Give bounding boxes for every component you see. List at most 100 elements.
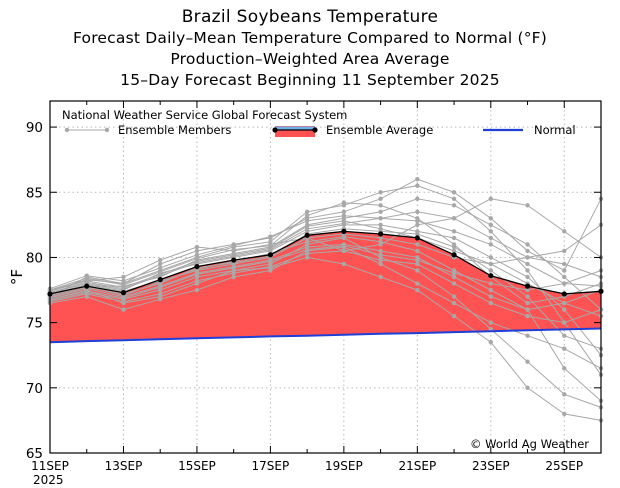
ensemble-member-point-11-13: [525, 261, 530, 267]
ensemble-member-point-10-11: [451, 313, 457, 319]
ensemble-member-point-1-12: [488, 216, 493, 221]
ensemble-member-point-16-9: [378, 239, 383, 244]
ensemble-member-point-13-10: [415, 209, 420, 215]
legend-members-dot-right: [104, 127, 110, 133]
chart-subtitle-2: Production–Weighted Area Average: [170, 50, 450, 68]
y-tick-label-65: 65: [26, 446, 43, 462]
ensemble-average-layer: [47, 228, 604, 297]
ensemble-member-line-13: [49, 211, 602, 294]
ensemble-member-point-5-9: [378, 261, 383, 267]
ensemble-average-point-11: [451, 252, 457, 258]
x-tick-label-13SEP: 13SEP: [105, 459, 143, 473]
ensemble-member-point-1-4: [194, 248, 200, 254]
ensemble-member-point-18-11: [451, 248, 457, 254]
ensemble-member-point-14-4: [194, 278, 200, 284]
ensemble-member-point-13-9: [378, 216, 383, 221]
ensemble-member-17: [47, 243, 604, 302]
ensemble-member-point-18-4: [194, 259, 200, 264]
ensemble-member-point-6-9: [378, 209, 383, 215]
ensemble-member-line-5: [49, 246, 602, 369]
ensemble-member-point-6-11: [451, 203, 457, 208]
ensemble-member-point-15-10: [415, 216, 420, 221]
ensemble-average-point-13: [524, 283, 531, 289]
ensemble-member-point-3-13: [525, 274, 530, 280]
ensemble-member-point-4-14: [562, 229, 567, 234]
ensemble-average-point-3: [157, 277, 163, 283]
ensemble-member-point-3-11: [451, 235, 457, 241]
ensemble-member-point-4-3: [158, 257, 163, 263]
ensemble-member-line-2: [49, 237, 602, 408]
y-tick-label-80: 80: [26, 250, 43, 266]
ensemble-member-line-16: [49, 236, 602, 402]
ensemble-member-point-18-2: [121, 285, 126, 290]
ensemble-member-point-1-13: [525, 248, 530, 254]
ensemble-member-point-14-9: [378, 257, 383, 263]
ensemble-member-point-15-7: [304, 213, 310, 218]
ensemble-member-point-1-14: [562, 268, 567, 273]
ensemble-member-point-2-14: [562, 392, 567, 397]
ensemble-member-point-14-5: [231, 270, 236, 276]
ensemble-member-point-1-10: [415, 177, 420, 182]
x-tick-label-21SEP: 21SEP: [398, 459, 436, 473]
ensemble-member-point-14-3: [158, 291, 163, 297]
ensemble-member-point-17-10: [415, 257, 420, 263]
ensemble-member-point-13-11: [451, 216, 457, 221]
legend-members-dot-left: [64, 127, 70, 133]
ensemble-average-point-8: [341, 228, 347, 234]
ensemble-member-point-18-14: [562, 300, 567, 306]
ensemble-member-point-5-13: [525, 333, 530, 338]
ensemble-average-point-10: [414, 235, 420, 241]
ensemble-member-point-8-10: [415, 183, 420, 188]
ensemble-member-point-4-13: [525, 203, 530, 208]
ensemble-member-point-12-12: [488, 268, 493, 273]
ensemble-member-line-4: [49, 198, 602, 291]
ensemble-member-point-8-9: [378, 190, 383, 195]
chart-subtitle-3: 15–Day Forecast Beginning 11 September 2…: [120, 71, 500, 89]
ensemble-member-point-17-14: [562, 281, 567, 286]
ensemble-member-point-15-8: [341, 200, 347, 205]
ensemble-average-point-4: [194, 263, 200, 270]
ensemble-member-point-4-10: [415, 222, 420, 228]
ensemble-member-point-6-14: [562, 274, 567, 280]
ensemble-member-point-8-12: [488, 229, 493, 234]
fill-layer: [50, 231, 601, 343]
ensemble-member-point-2-10: [415, 268, 420, 273]
plot-frame: [49, 100, 602, 454]
ensemble-member-point-10-12: [488, 339, 493, 345]
ensemble-member-line-14: [49, 250, 602, 324]
ensemble-member-point-5-10: [415, 281, 420, 286]
ensemble-member-point-17-6: [268, 259, 273, 264]
ensemble-member-point-14-6: [268, 264, 273, 269]
ensemble-member-point-18-1: [84, 278, 89, 284]
ensemble-member-point-14-8: [341, 248, 347, 254]
ensemble-member-line-10: [49, 256, 602, 421]
ensemble-member-point-16-14: [562, 366, 567, 371]
ensemble-member-line-6: [49, 198, 602, 310]
ensemble-average-point-14: [561, 291, 567, 297]
ensemble-member-point-15-13: [525, 300, 530, 306]
ensemble-member-point-11-8: [341, 213, 347, 218]
chart-title: Brazil Soybeans Temperature: [181, 7, 439, 27]
legend-average-dot-left: [272, 127, 278, 133]
ensemble-member-line-17: [49, 245, 602, 300]
ensemble-member-point-17-9: [378, 252, 383, 258]
ensemble-member-point-14-2: [121, 299, 126, 304]
ensemble-average-point-7: [304, 232, 310, 238]
ensemble-average-point-9: [378, 231, 384, 237]
ensemble-member-point-5-14: [562, 346, 567, 351]
ensemble-member-point-8-7: [304, 209, 310, 215]
ensemble-member-point-1-8: [341, 209, 347, 215]
legend-average-label: Ensemble Average: [326, 123, 433, 137]
ensemble-average-point-1: [84, 283, 90, 289]
ensemble-member-point-8-13: [525, 268, 530, 273]
ensemble-member-point-14-10: [415, 261, 420, 267]
ensemble-member-point-18-9: [378, 226, 383, 231]
ensemble-member-point-7-11: [451, 274, 457, 280]
ensemble-member-point-17-8: [341, 243, 347, 248]
ensemble-member-point-2-11: [451, 294, 457, 299]
ensemble-member-point-13-12: [488, 235, 493, 241]
ensemble-member-point-14-7: [304, 251, 310, 256]
anomaly-fill-area: [50, 231, 601, 343]
y-tick-label-70: 70: [26, 381, 43, 397]
ensemble-member-point-18-7: [304, 223, 310, 229]
